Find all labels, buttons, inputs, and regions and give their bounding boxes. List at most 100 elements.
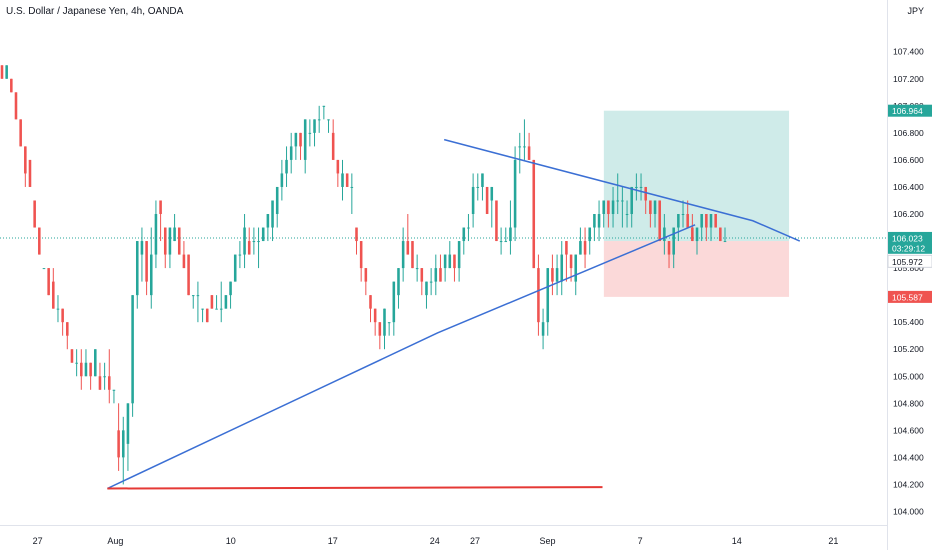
candle-body [667, 241, 671, 255]
candle-body [33, 200, 36, 228]
candle-body [695, 227, 699, 242]
candle-body [243, 227, 246, 255]
candle-body [289, 146, 293, 160]
x-tick-label: 27 [33, 536, 43, 546]
candle-body [364, 268, 368, 282]
candle-body [24, 146, 27, 174]
candle-body [681, 214, 685, 216]
candle-body [103, 376, 106, 378]
candle-body [588, 227, 592, 242]
candle-body [219, 308, 223, 310]
candle-body [523, 146, 526, 148]
x-tick-label: 24 [430, 536, 440, 546]
candle-body [527, 146, 531, 160]
candle-body [341, 173, 344, 187]
candle-body [28, 159, 32, 187]
candle-body [131, 295, 134, 404]
candle-body [294, 132, 298, 147]
candle-body [38, 227, 41, 255]
trendline-support [107, 486, 603, 490]
candle-body [448, 254, 452, 269]
candle-body [705, 214, 708, 228]
candle-body [210, 295, 214, 309]
candle-body [66, 322, 69, 336]
price-label: 106.964 [892, 106, 923, 116]
candle-body [653, 200, 657, 215]
stop-zone [603, 241, 790, 297]
candle-body [247, 241, 251, 255]
y-tick-label: 107.400 [893, 47, 924, 57]
candle-body [635, 186, 638, 188]
candle-body [299, 132, 302, 147]
candle-body [663, 227, 666, 242]
candle-body [471, 186, 475, 215]
candle-body [392, 281, 396, 323]
price-label: 03:29:12 [892, 243, 925, 253]
price-label: 105.972 [892, 257, 923, 267]
price-label-box [888, 104, 932, 117]
candle-body [639, 186, 643, 188]
x-tick-label: Sep [539, 536, 555, 546]
candle-body [196, 295, 200, 297]
candle-body [593, 214, 596, 228]
chart-title: U.S. Dollar / Japanese Yen, 4h, OANDA [6, 6, 184, 17]
candle-body [10, 78, 13, 93]
candle-body [611, 200, 615, 215]
y-tick-label: 104.400 [893, 452, 924, 462]
candle-body [154, 214, 158, 255]
candle-body [383, 308, 386, 336]
candle-body [117, 430, 120, 458]
candle-body [644, 186, 647, 201]
candle-body [658, 200, 661, 242]
candle-body [495, 200, 498, 242]
candle-body [135, 241, 139, 296]
candle-body [476, 186, 480, 188]
y-tick-label: 105.400 [893, 317, 924, 327]
candle-body [94, 349, 97, 377]
x-tick-label: 21 [828, 536, 838, 546]
y-tick-label: 105.800 [893, 263, 924, 273]
candle-body [551, 268, 554, 282]
y-tick-label: 104.000 [893, 506, 924, 516]
y-tick-label: 106.600 [893, 155, 924, 165]
candle-body [709, 214, 713, 228]
candle-body [275, 186, 279, 215]
candle-body [574, 254, 578, 282]
candle-body [504, 241, 508, 243]
candle-body [378, 322, 382, 336]
price-label-box [888, 241, 932, 254]
y-tick-label: 104.800 [893, 398, 924, 408]
candle-body [700, 214, 703, 228]
candle-body [453, 254, 456, 269]
candle-body [537, 268, 540, 323]
y-tick-label: 106.800 [893, 128, 924, 138]
candle-body [229, 281, 232, 296]
price-label: 106.023 [892, 233, 923, 243]
candle-body [719, 227, 722, 242]
price-label: 105.587 [892, 292, 923, 302]
candle-body [70, 349, 74, 363]
candle-body [672, 227, 675, 255]
y-tick-label: 104.600 [893, 425, 924, 435]
candle-body [280, 173, 284, 187]
candle-body [373, 308, 377, 323]
candle-body [336, 159, 340, 174]
candle-body [56, 308, 60, 310]
candle-body [98, 376, 102, 390]
candle-body [714, 214, 717, 228]
y-tick-label: 104.200 [893, 479, 924, 489]
candle-body [499, 241, 503, 243]
candle-body [145, 241, 148, 282]
candle-body [345, 173, 349, 187]
candle-body [621, 200, 624, 202]
candle-body [541, 322, 545, 336]
candle-body [215, 308, 218, 310]
price-label-box [888, 231, 932, 244]
candle-body [350, 186, 354, 188]
candle-body [149, 254, 153, 296]
candle-body [485, 186, 489, 215]
candle-body [625, 214, 629, 216]
candle-body [616, 200, 619, 202]
candle-body [397, 268, 400, 296]
candle-body [191, 295, 195, 297]
